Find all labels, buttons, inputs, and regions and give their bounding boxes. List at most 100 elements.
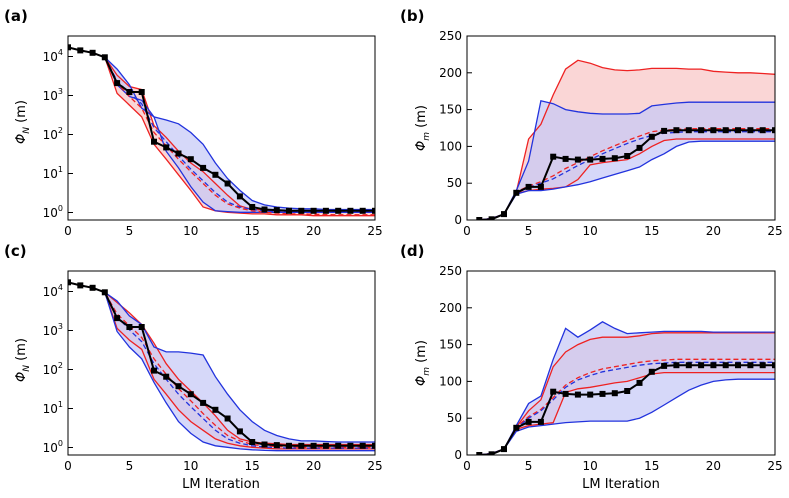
data-point <box>347 207 354 214</box>
data-point <box>636 144 643 151</box>
data-point <box>661 362 668 369</box>
xtick-label: 0 <box>64 224 72 238</box>
series-line-red-band-lower <box>68 281 375 450</box>
data-point <box>175 150 182 157</box>
data-point <box>537 183 544 190</box>
plot-frame-a <box>67 35 376 221</box>
data-point <box>187 156 194 163</box>
ytick-label: 104 <box>43 283 63 299</box>
ylabel-d: Φm (m) <box>414 340 432 386</box>
data-point <box>525 418 532 425</box>
data-point <box>101 54 108 61</box>
xtick-label: 20 <box>706 224 721 238</box>
data-point <box>599 155 606 162</box>
data-point <box>698 127 705 134</box>
series-line-blue-band-lower <box>479 378 775 455</box>
data-point <box>200 164 207 171</box>
data-point <box>236 428 243 435</box>
data-point <box>513 189 520 196</box>
plot-frame-b <box>466 35 776 221</box>
series-line-blue-band-upper <box>68 281 375 443</box>
data-point <box>286 207 292 214</box>
yticks-b: 0 50 100 150 200 250 <box>439 29 472 227</box>
data-point <box>187 391 194 398</box>
data-point <box>212 406 219 413</box>
data-point <box>772 127 775 134</box>
panel-d: (d) Φm (m) 0 50 100 150 200 250 0 5 10 1… <box>400 242 783 492</box>
data-point <box>224 180 231 187</box>
data-point <box>537 418 544 425</box>
data-point <box>574 391 581 398</box>
ytick-label: 100 <box>439 374 462 388</box>
panel-label-a: (a) <box>4 7 28 25</box>
data-point <box>236 193 243 200</box>
data-point <box>611 155 618 162</box>
data-point <box>648 133 655 140</box>
xlabel-c: LM Iteration <box>182 477 260 492</box>
ytick-label: 150 <box>439 338 462 352</box>
data-point <box>648 368 655 375</box>
ytick-label: 50 <box>447 176 462 190</box>
xtick-label: 5 <box>525 459 533 473</box>
xtick-label: 5 <box>525 224 533 238</box>
ytick-label: 101 <box>43 165 63 181</box>
plot-frame-d <box>466 270 776 456</box>
plot-frame-c <box>67 270 376 456</box>
data-point <box>249 204 256 210</box>
series-line-red-band-upper <box>479 59 775 220</box>
panel-a: (a) ΦN (m) 100 101 102 103 104 0 5 10 15… <box>4 7 383 238</box>
data-point <box>310 442 317 449</box>
data-point <box>273 207 280 214</box>
data-point <box>372 207 375 214</box>
data-point <box>175 383 182 390</box>
data-point <box>68 279 71 286</box>
data-point <box>224 415 231 422</box>
xtick-label: 0 <box>463 224 471 238</box>
xtick-label: 25 <box>767 224 782 238</box>
panel-b: (b) Φm (m) 0 50 100 150 200 250 0 5 10 1… <box>400 7 783 238</box>
data-point <box>261 441 268 448</box>
xtick-label: 10 <box>583 224 598 238</box>
data-point <box>261 206 268 213</box>
data-point <box>673 127 680 134</box>
data-point <box>138 89 145 95</box>
data-point <box>685 362 692 369</box>
ytick-label: 104 <box>43 48 63 64</box>
ytick-label: 102 <box>43 126 63 142</box>
data-point <box>685 127 692 134</box>
ytick-label: 50 <box>447 411 462 425</box>
plot-content-a <box>68 44 375 217</box>
data-point <box>335 207 342 214</box>
data-point <box>722 362 729 369</box>
ytick-label: 100 <box>43 204 63 220</box>
data-point <box>673 362 680 369</box>
data-point <box>759 362 766 369</box>
data-point <box>574 156 581 163</box>
data-point <box>735 362 741 369</box>
data-point <box>476 452 483 455</box>
panel-c: (c) ΦN (m) 100 101 102 103 104 0 5 10 15… <box>4 242 383 492</box>
data-point <box>488 451 495 455</box>
yticks-c: 100 101 102 103 104 <box>43 283 73 455</box>
ytick-label: 200 <box>439 301 462 315</box>
xtick-label: 0 <box>463 459 471 473</box>
data-point <box>89 284 96 291</box>
uncertainty-band <box>68 282 375 451</box>
xtick-label: 10 <box>183 459 198 473</box>
data-point <box>562 390 569 397</box>
xtick-label: 0 <box>64 459 72 473</box>
xticks-d: 0 5 10 15 20 25 <box>463 459 782 473</box>
ytick-label: 150 <box>439 103 462 117</box>
data-point <box>372 442 375 449</box>
xtick-label: 5 <box>126 459 134 473</box>
series-line-blue-band-upper <box>479 100 775 220</box>
data-point <box>200 399 207 406</box>
ytick-label: 102 <box>43 361 63 377</box>
data-point <box>359 207 366 214</box>
data-point <box>68 44 71 51</box>
data-point <box>759 127 766 134</box>
data-point <box>501 446 507 453</box>
data-point <box>126 89 133 95</box>
ytick-label: 0 <box>454 448 462 462</box>
panel-label-c: (c) <box>4 242 27 260</box>
